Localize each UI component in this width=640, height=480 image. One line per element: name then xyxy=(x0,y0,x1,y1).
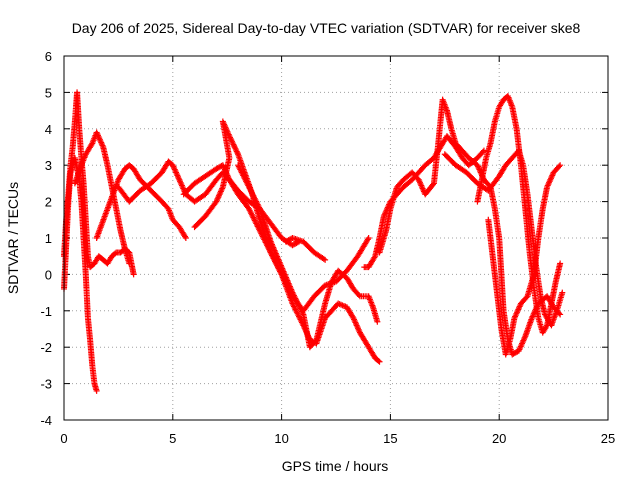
plot-frame xyxy=(63,55,609,421)
data-point xyxy=(559,289,566,296)
x-tick-label: 0 xyxy=(60,431,67,446)
x-tick-label: 25 xyxy=(601,431,615,446)
series-sat-i xyxy=(282,235,329,263)
y-tick-label: 2 xyxy=(45,195,52,210)
axis-ticks: 0 5 10 15 20 25 -4 -3 -2 -1 0 1 2 3 4 5 6 xyxy=(40,49,615,446)
data-point xyxy=(93,387,100,394)
y-tick-label: -2 xyxy=(40,340,52,355)
y-tick-label: 1 xyxy=(45,231,52,246)
data-point xyxy=(365,235,372,241)
data-point xyxy=(182,235,189,241)
data-point xyxy=(429,181,436,188)
data-point xyxy=(374,318,381,325)
series-sat-h xyxy=(235,162,381,351)
x-axis-label: GPS time / hours xyxy=(282,458,389,474)
data-point xyxy=(130,271,137,278)
series-sat-d xyxy=(93,162,189,241)
y-tick-label: -1 xyxy=(40,304,52,319)
y-tick-label: -4 xyxy=(40,413,52,428)
data-point xyxy=(182,233,189,240)
series-sat-l xyxy=(474,93,564,336)
y-tick-label: 6 xyxy=(45,49,52,64)
data-point xyxy=(375,357,382,364)
data-point xyxy=(376,358,383,365)
data-point xyxy=(355,292,362,299)
data-point xyxy=(282,238,289,245)
y-axis-label: SDTVAR / TECUs xyxy=(5,182,21,294)
data-point xyxy=(556,163,563,170)
data-point xyxy=(557,162,564,169)
data-point xyxy=(126,260,133,267)
data-point xyxy=(371,254,378,261)
y-tick-label: 3 xyxy=(45,158,52,173)
data-point xyxy=(284,237,291,244)
x-tick-label: 10 xyxy=(274,431,288,446)
x-tick-label: 15 xyxy=(383,431,397,446)
y-tick-label: 5 xyxy=(45,85,52,100)
y-tick-label: 4 xyxy=(45,122,52,137)
x-tick-label: 5 xyxy=(169,431,176,446)
data-points xyxy=(61,89,566,394)
data-point xyxy=(479,148,486,155)
chart-title: Day 206 of 2025, Sidereal Day-to-day VTE… xyxy=(72,20,581,36)
data-point xyxy=(557,260,564,267)
series-sat-b xyxy=(61,154,100,394)
y-tick-label: -3 xyxy=(40,377,52,392)
series-sat-n xyxy=(441,147,566,329)
x-tick-label: 20 xyxy=(492,431,506,446)
data-point xyxy=(480,147,487,154)
series-sat-k xyxy=(376,96,564,358)
series-sat-j xyxy=(361,133,487,271)
y-tick-label: 0 xyxy=(45,267,52,282)
